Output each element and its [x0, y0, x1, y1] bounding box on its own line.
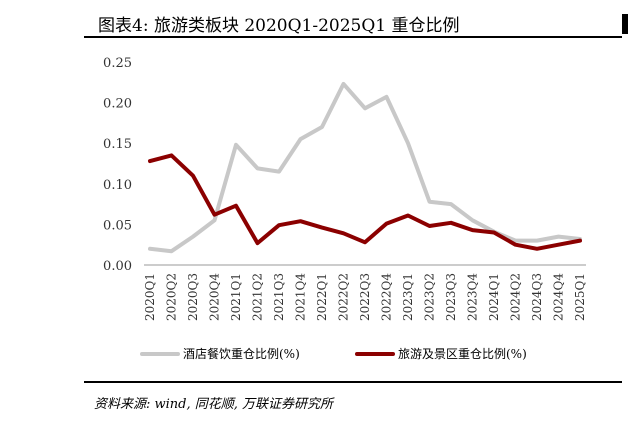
x-tick-label: 2022Q3 [358, 273, 372, 321]
x-tick-label: 2023Q1 [401, 273, 415, 321]
chart-title: 图表4: 旅游类板块 2020Q1-2025Q1 重仓比例 [98, 16, 460, 36]
x-tick-label: 2022Q4 [380, 273, 394, 321]
legend-label-tourism: 旅游及景区重仓比例(%) [398, 347, 527, 361]
x-tick-label: 2021Q2 [251, 273, 265, 321]
y-tick-label: 0.25 [103, 56, 132, 71]
x-tick-label: 2023Q4 [466, 273, 480, 321]
x-tick-label: 2023Q2 [423, 273, 437, 321]
x-tick-label: 2021Q4 [294, 273, 308, 321]
x-tick-label: 2023Q3 [444, 273, 458, 321]
x-tick-label: 2020Q4 [208, 273, 222, 321]
series-line-hotel [148, 81, 582, 254]
x-tick-label: 2024Q1 [487, 273, 501, 321]
y-tick-label: 0.15 [103, 137, 132, 152]
x-tick-label: 2024Q3 [530, 273, 544, 321]
x-tick-label: 2020Q3 [186, 273, 200, 321]
x-tick-label: 2020Q2 [165, 273, 179, 321]
x-tick-label: 2020Q1 [143, 273, 157, 321]
source-note: 资料来源: wind, 同花顺, 万联证券研究所 [84, 381, 622, 413]
legend-swatch-tourism [355, 352, 395, 356]
legend-label-hotel: 酒店餐饮重仓比例(%) [183, 347, 300, 361]
source-text: 资料来源: wind, 同花顺, 万联证券研究所 [94, 397, 334, 412]
x-tick-label: 2022Q2 [337, 273, 351, 321]
legend-swatch-hotel [140, 352, 180, 356]
x-tick-label: 2024Q2 [509, 273, 523, 321]
page-edge-mark [622, 14, 628, 34]
x-tick-label: 2021Q3 [272, 273, 286, 321]
series-line-tourism [148, 153, 582, 251]
y-tick-label: 0.10 [103, 178, 132, 193]
y-tick-label: 0.05 [103, 218, 132, 233]
x-tick-label: 2022Q1 [315, 273, 329, 321]
x-tick-label: 2025Q1 [573, 273, 587, 321]
y-tick-label: 0.00 [103, 259, 132, 274]
y-tick-label: 0.20 [103, 97, 132, 112]
x-tick-label: 2024Q4 [552, 273, 566, 321]
x-tick-label: 2021Q1 [229, 273, 243, 321]
title-bar: 图表4: 旅游类板块 2020Q1-2025Q1 重仓比例 [84, 4, 622, 38]
